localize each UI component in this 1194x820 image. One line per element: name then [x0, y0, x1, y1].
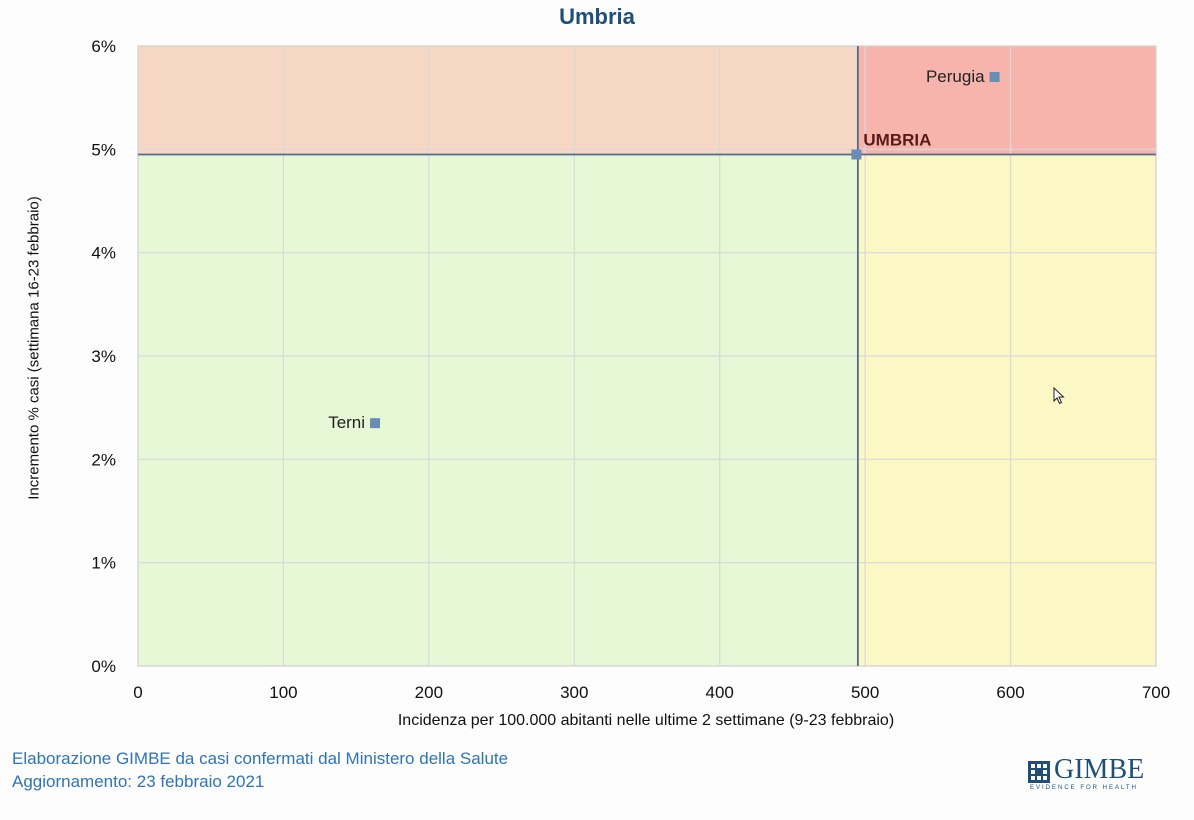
- x-tick-label: 0: [133, 683, 142, 702]
- y-tick-label: 1%: [91, 554, 116, 573]
- x-axis-label: Incidenza per 100.000 abitanti nelle ult…: [397, 712, 895, 729]
- data-point: [370, 418, 381, 429]
- y-tick-label: 6%: [91, 37, 116, 56]
- x-tick-label: 100: [269, 683, 297, 702]
- gimbe-logo-mark-icon: [1028, 761, 1050, 783]
- quadrant-low-high: [138, 46, 858, 155]
- x-tick-label: 400: [706, 683, 734, 702]
- gimbe-logo: GIMBE EVIDENCE FOR HEALTH: [1028, 754, 1168, 793]
- plot-border: [137, 45, 1157, 667]
- data-point: [989, 72, 1000, 82]
- data-label: UMBRIA: [863, 131, 931, 150]
- x-tick-label: 700: [1142, 683, 1170, 702]
- footer-updated: Aggiornamento: 23 febbraio 2021: [12, 772, 265, 791]
- y-axis-label: Incremento % casi (settimana 16-23 febbr…: [25, 196, 43, 500]
- y-tick-label: 0%: [91, 657, 116, 676]
- y-tick-label: 5%: [91, 140, 116, 159]
- y-tick-label: 4%: [91, 244, 116, 263]
- quadrant-high-low: [857, 154, 1156, 666]
- gimbe-logo-text: GIMBE: [1054, 754, 1145, 785]
- data-label: Perugia: [926, 67, 985, 86]
- x-tick-label: 600: [996, 683, 1024, 702]
- mouse-pointer-icon: [1053, 387, 1065, 405]
- x-tick-label: 200: [415, 683, 443, 702]
- data-label: Terni: [328, 413, 365, 432]
- footer-source: Elaborazione GIMBE da casi confermati da…: [12, 749, 509, 768]
- data-point: [851, 149, 862, 160]
- quadrant-high-high: [857, 46, 1156, 155]
- y-tick-label: 3%: [91, 347, 116, 366]
- y-tick-label: 2%: [91, 450, 116, 469]
- quadrant-low-low: [138, 154, 858, 666]
- x-tick-label: 300: [560, 683, 588, 702]
- scatter-plot: 0 100 200 300 400 500 600 700 0% 1% 2% 3% 4% 5% 6% Peru…: [91, 37, 1170, 702]
- x-tick-label: 500: [851, 683, 879, 702]
- chart-title: Umbria: [559, 4, 635, 29]
- gimbe-logo-tagline: EVIDENCE FOR HEALTH: [1030, 785, 1138, 791]
